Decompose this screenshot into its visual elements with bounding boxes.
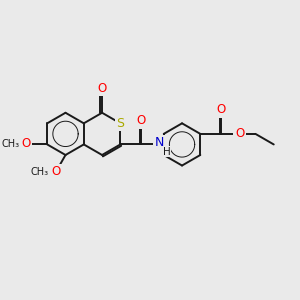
Text: N: N [155, 136, 164, 149]
Text: O: O [217, 103, 226, 116]
Text: CH₃: CH₃ [2, 139, 20, 149]
Text: O: O [235, 127, 244, 140]
Text: S: S [116, 117, 124, 130]
Text: O: O [21, 137, 30, 150]
Text: H: H [163, 147, 171, 157]
Text: O: O [137, 114, 146, 127]
Text: CH₃: CH₃ [31, 167, 49, 177]
Text: O: O [51, 166, 61, 178]
Text: O: O [98, 82, 107, 94]
